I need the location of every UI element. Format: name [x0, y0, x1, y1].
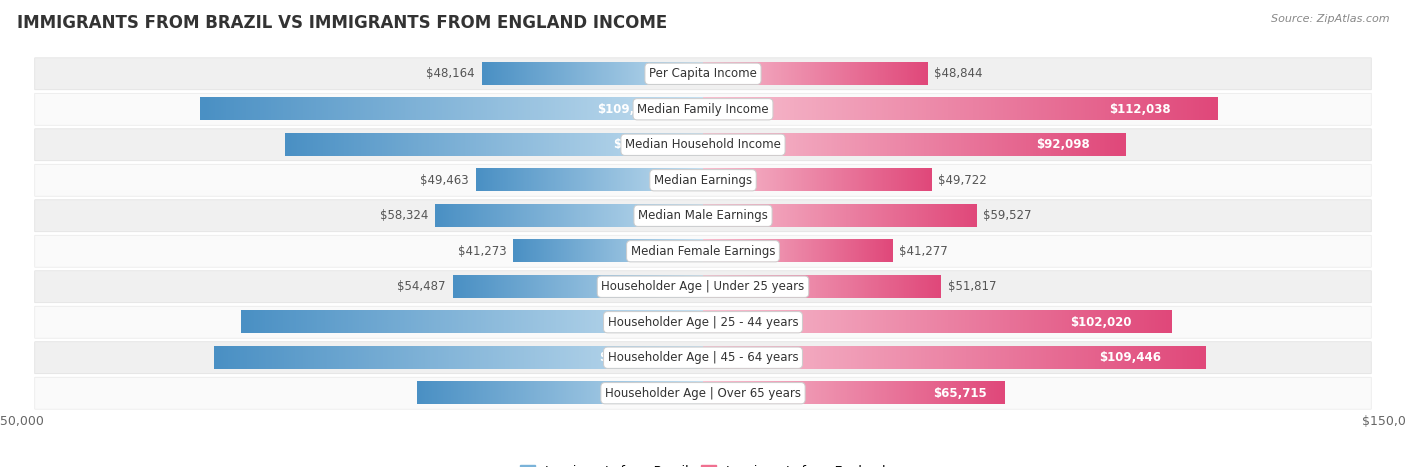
- Text: Householder Age | Under 25 years: Householder Age | Under 25 years: [602, 280, 804, 293]
- Text: $92,098: $92,098: [1036, 138, 1090, 151]
- FancyBboxPatch shape: [35, 342, 1371, 374]
- Text: $58,324: $58,324: [380, 209, 429, 222]
- Text: Median Earnings: Median Earnings: [654, 174, 752, 187]
- Text: Householder Age | Over 65 years: Householder Age | Over 65 years: [605, 387, 801, 400]
- Text: $41,273: $41,273: [458, 245, 506, 258]
- Text: $109,446: $109,446: [1099, 351, 1161, 364]
- Text: $59,527: $59,527: [983, 209, 1032, 222]
- Text: Median Male Earnings: Median Male Earnings: [638, 209, 768, 222]
- Text: IMMIGRANTS FROM BRAZIL VS IMMIGRANTS FROM ENGLAND INCOME: IMMIGRANTS FROM BRAZIL VS IMMIGRANTS FRO…: [17, 14, 666, 32]
- FancyBboxPatch shape: [35, 271, 1371, 303]
- FancyBboxPatch shape: [35, 235, 1371, 267]
- Text: Median Family Income: Median Family Income: [637, 103, 769, 116]
- Text: $48,164: $48,164: [426, 67, 475, 80]
- Text: $106,470: $106,470: [599, 351, 661, 364]
- Text: Median Female Earnings: Median Female Earnings: [631, 245, 775, 258]
- Text: $54,487: $54,487: [398, 280, 446, 293]
- Text: $109,418: $109,418: [596, 103, 658, 116]
- Legend: Immigrants from Brazil, Immigrants from England: Immigrants from Brazil, Immigrants from …: [515, 460, 891, 467]
- Text: $90,907: $90,907: [613, 138, 668, 151]
- Text: $49,722: $49,722: [938, 174, 987, 187]
- Text: $112,038: $112,038: [1109, 103, 1171, 116]
- Text: $48,844: $48,844: [934, 67, 983, 80]
- Text: Per Capita Income: Per Capita Income: [650, 67, 756, 80]
- Text: $100,534: $100,534: [603, 316, 665, 329]
- Text: $51,817: $51,817: [948, 280, 997, 293]
- FancyBboxPatch shape: [35, 306, 1371, 338]
- Text: Householder Age | 45 - 64 years: Householder Age | 45 - 64 years: [607, 351, 799, 364]
- FancyBboxPatch shape: [35, 129, 1371, 161]
- FancyBboxPatch shape: [35, 200, 1371, 232]
- Text: $62,364: $62,364: [633, 387, 688, 400]
- FancyBboxPatch shape: [35, 93, 1371, 125]
- Text: Median Household Income: Median Household Income: [626, 138, 780, 151]
- FancyBboxPatch shape: [35, 377, 1371, 409]
- FancyBboxPatch shape: [35, 164, 1371, 196]
- Text: $102,020: $102,020: [1070, 316, 1132, 329]
- Text: $65,715: $65,715: [932, 387, 987, 400]
- Text: Source: ZipAtlas.com: Source: ZipAtlas.com: [1271, 14, 1389, 24]
- Text: $41,277: $41,277: [900, 245, 948, 258]
- Text: Householder Age | 25 - 44 years: Householder Age | 25 - 44 years: [607, 316, 799, 329]
- FancyBboxPatch shape: [35, 58, 1371, 90]
- Text: $49,463: $49,463: [420, 174, 470, 187]
